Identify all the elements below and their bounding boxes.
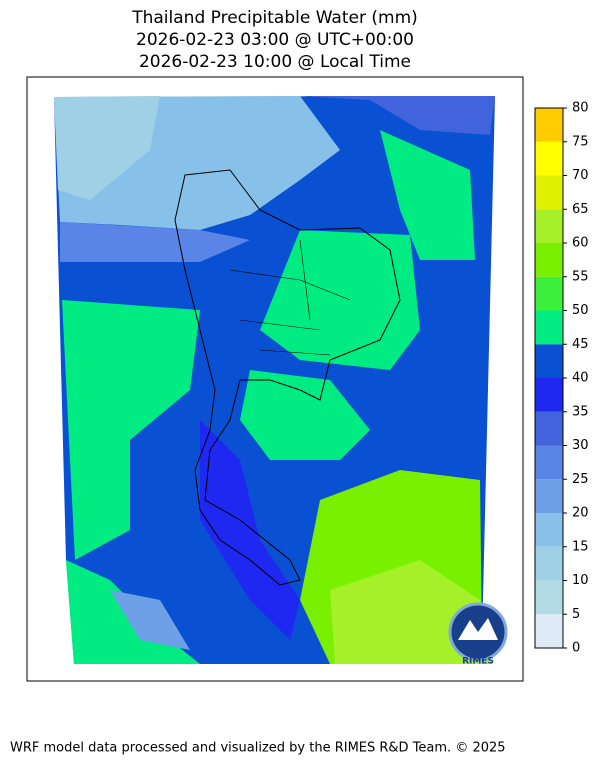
tick-label: 0 [572,641,580,656]
colorbar-segment [535,546,563,581]
colorbar-segment [535,479,563,513]
colorbar-segment [535,344,563,378]
title-line: Thailand Precipitable Water (mm) [131,8,418,28]
tick-label: 15 [572,539,589,554]
colorbar-segment [535,445,563,480]
title-line: 2026-02-23 03:00 @ UTC+00:00 [136,30,414,50]
logo-text: RIMES [462,657,494,667]
tick-label: 30 [572,438,589,453]
colorbar: 0 5 10 15 20 25 30 35 40 45 50 55 60 65 70 75 80 [534,101,589,656]
colorbar-segment [535,513,563,547]
tick-label: 60 [572,236,589,251]
colorbar-segment [535,614,563,648]
tick-label: 10 [572,573,589,588]
tick-label: 70 [572,168,589,183]
map [54,96,495,664]
tick-label: 25 [572,472,589,487]
tick-label: 50 [572,303,589,318]
tick-label: 5 [572,607,580,622]
colorbar-segment [535,141,563,176]
colorbar-segment [535,108,563,142]
colorbar-segment [535,310,563,345]
tick-label: 55 [572,269,589,284]
tick-label: 20 [572,506,589,521]
tick-label: 75 [572,134,589,149]
colorbar-segment [535,276,563,311]
tick-label: 45 [572,337,589,352]
colorbar-segment [535,209,563,243]
footer: WRF model data processed and visualized … [10,741,506,756]
tick-label: 40 [572,371,589,386]
logo: RIMES [448,602,508,667]
colorbar-segment [535,243,563,277]
tick-label: 35 [572,404,589,419]
title-line: 2026-02-23 10:00 @ Local Time [139,52,411,72]
tick-label: 65 [572,202,589,217]
colorbar-segment [535,411,563,446]
colorbar-segment [535,175,563,210]
tick-label: 80 [572,101,589,116]
colorbar-segment [535,580,563,615]
colorbar-segment [535,378,563,412]
